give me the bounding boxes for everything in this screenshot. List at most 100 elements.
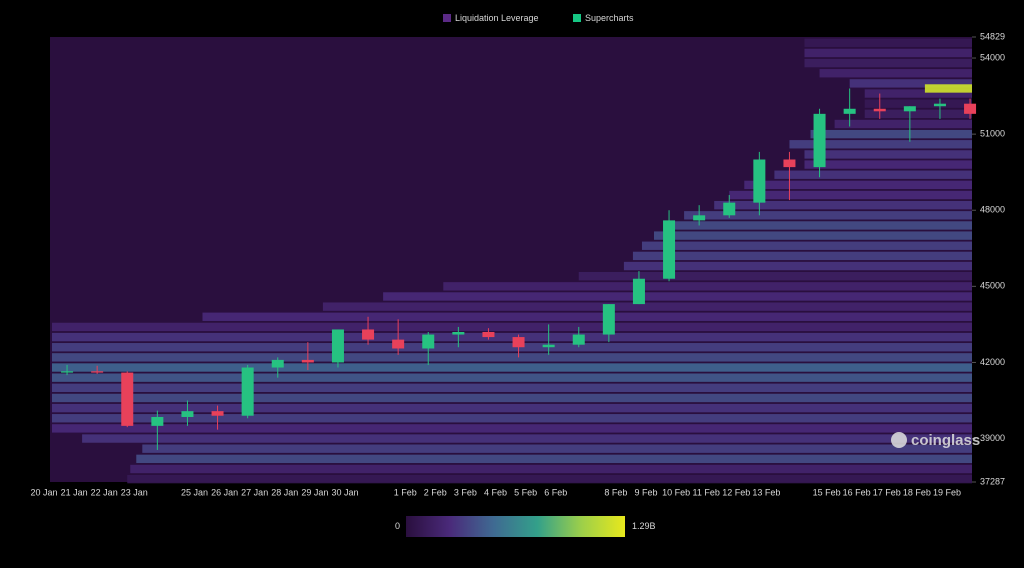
- liquidation-band: [804, 58, 972, 68]
- y-tick-label: 39000: [980, 433, 1005, 443]
- liquidation-band: [202, 312, 972, 321]
- x-tick-label: 29 Jan: [301, 487, 328, 497]
- legend-label: Liquidation Leverage: [455, 13, 539, 23]
- liquidation-band: [663, 221, 972, 230]
- x-tick-label: 8 Feb: [604, 487, 627, 497]
- candle-body: [271, 359, 284, 368]
- colorbar-min-label: 0: [395, 521, 400, 531]
- candle-body: [181, 411, 194, 417]
- liquidation-band: [52, 322, 972, 332]
- watermark-logo: [891, 432, 907, 448]
- liquidation-band: [52, 343, 972, 352]
- candle-body: [693, 215, 706, 221]
- liquidation-band: [578, 272, 972, 281]
- candle-body: [362, 329, 375, 340]
- candle-body: [241, 367, 254, 416]
- x-tick-label: 28 Jan: [271, 487, 298, 497]
- candle-body: [632, 278, 645, 305]
- x-tick-label: 15 Feb: [813, 487, 841, 497]
- liquidation-band: [52, 363, 972, 372]
- liquidation-band: [142, 444, 973, 453]
- candle-body: [61, 371, 74, 373]
- liquidation-band: [684, 211, 972, 220]
- liquidation-band: [864, 99, 972, 108]
- liquidation-band: [654, 231, 972, 240]
- x-tick-label: 20 Jan: [30, 487, 57, 497]
- y-tick-label: 54000: [980, 52, 1005, 62]
- candle-body: [873, 108, 886, 112]
- x-tick-label: 10 Feb: [662, 487, 690, 497]
- candle-body: [933, 103, 946, 107]
- liquidation-band: [641, 241, 972, 250]
- y-tick-label: 54829: [980, 31, 1005, 41]
- colorbar: [406, 516, 625, 537]
- liquidation-band: [52, 332, 972, 342]
- liquidation-band: [834, 119, 972, 129]
- liquidation-band: [804, 48, 972, 58]
- liquidation-band: [52, 424, 972, 433]
- liquidation-band: [924, 84, 972, 93]
- liquidation-band: [82, 434, 973, 443]
- candle-body: [512, 337, 525, 348]
- x-tick-label: 19 Feb: [933, 487, 961, 497]
- x-tick-label: 13 Feb: [752, 487, 780, 497]
- liquidation-band: [849, 79, 972, 88]
- x-tick-label: 4 Feb: [484, 487, 507, 497]
- y-tick-label: 45000: [980, 281, 1005, 291]
- candle-body: [783, 159, 796, 168]
- x-tick-label: 22 Jan: [91, 487, 118, 497]
- candle-body: [572, 334, 585, 345]
- liquidation-band: [864, 109, 972, 119]
- liquidation-band: [322, 302, 972, 311]
- liquidation-band: [804, 150, 972, 159]
- x-tick-label: 1 Feb: [394, 487, 417, 497]
- x-tick-label: 23 Jan: [121, 487, 148, 497]
- candle-body: [723, 202, 736, 216]
- x-tick-label: 18 Feb: [903, 487, 931, 497]
- candle-body: [663, 220, 676, 279]
- candle-body: [211, 411, 224, 416]
- liquidation-band: [52, 373, 972, 382]
- liquidation-band: [52, 403, 972, 413]
- x-tick-label: 30 Jan: [331, 487, 358, 497]
- x-tick-label: 6 Feb: [544, 487, 567, 497]
- candle-body: [964, 103, 977, 114]
- liquidation-band: [130, 464, 972, 474]
- x-tick-label: 25 Jan: [181, 487, 208, 497]
- legend-swatch: [443, 14, 451, 22]
- x-tick-label: 5 Feb: [514, 487, 537, 497]
- liquidation-band: [864, 89, 972, 98]
- candle-body: [121, 372, 134, 426]
- liquidation-band: [52, 414, 972, 423]
- candle-body: [753, 159, 766, 203]
- x-tick-label: 3 Feb: [454, 487, 477, 497]
- x-tick-label: 2 Feb: [424, 487, 447, 497]
- liquidation-band: [623, 261, 972, 271]
- liquidation-band: [136, 454, 972, 464]
- liquidation-band: [127, 474, 972, 484]
- legend-label: Supercharts: [585, 13, 634, 23]
- watermark: coinglass: [911, 432, 980, 449]
- candle-body: [392, 339, 405, 349]
- liquidation-band: [789, 140, 972, 149]
- candle-body: [151, 416, 164, 426]
- liquidation-band: [443, 282, 972, 291]
- x-tick-label: 11 Feb: [693, 487, 720, 497]
- liquidation-band: [52, 353, 972, 362]
- x-tick-label: 12 Feb: [722, 487, 750, 497]
- x-tick-label: 21 Jan: [61, 487, 88, 497]
- candle-body: [903, 106, 916, 112]
- candle-body: [602, 304, 615, 335]
- x-tick-label: 17 Feb: [873, 487, 901, 497]
- legend-swatch: [573, 14, 581, 22]
- liquidation-band: [729, 190, 972, 200]
- candle-body: [542, 344, 555, 348]
- y-tick-label: 48000: [980, 205, 1005, 215]
- candle-body: [843, 108, 856, 114]
- x-tick-label: 9 Feb: [634, 487, 657, 497]
- liquidation-band: [744, 180, 972, 190]
- x-tick-label: 26 Jan: [211, 487, 238, 497]
- liquidation-band: [810, 129, 972, 139]
- y-tick-label: 51000: [980, 129, 1005, 139]
